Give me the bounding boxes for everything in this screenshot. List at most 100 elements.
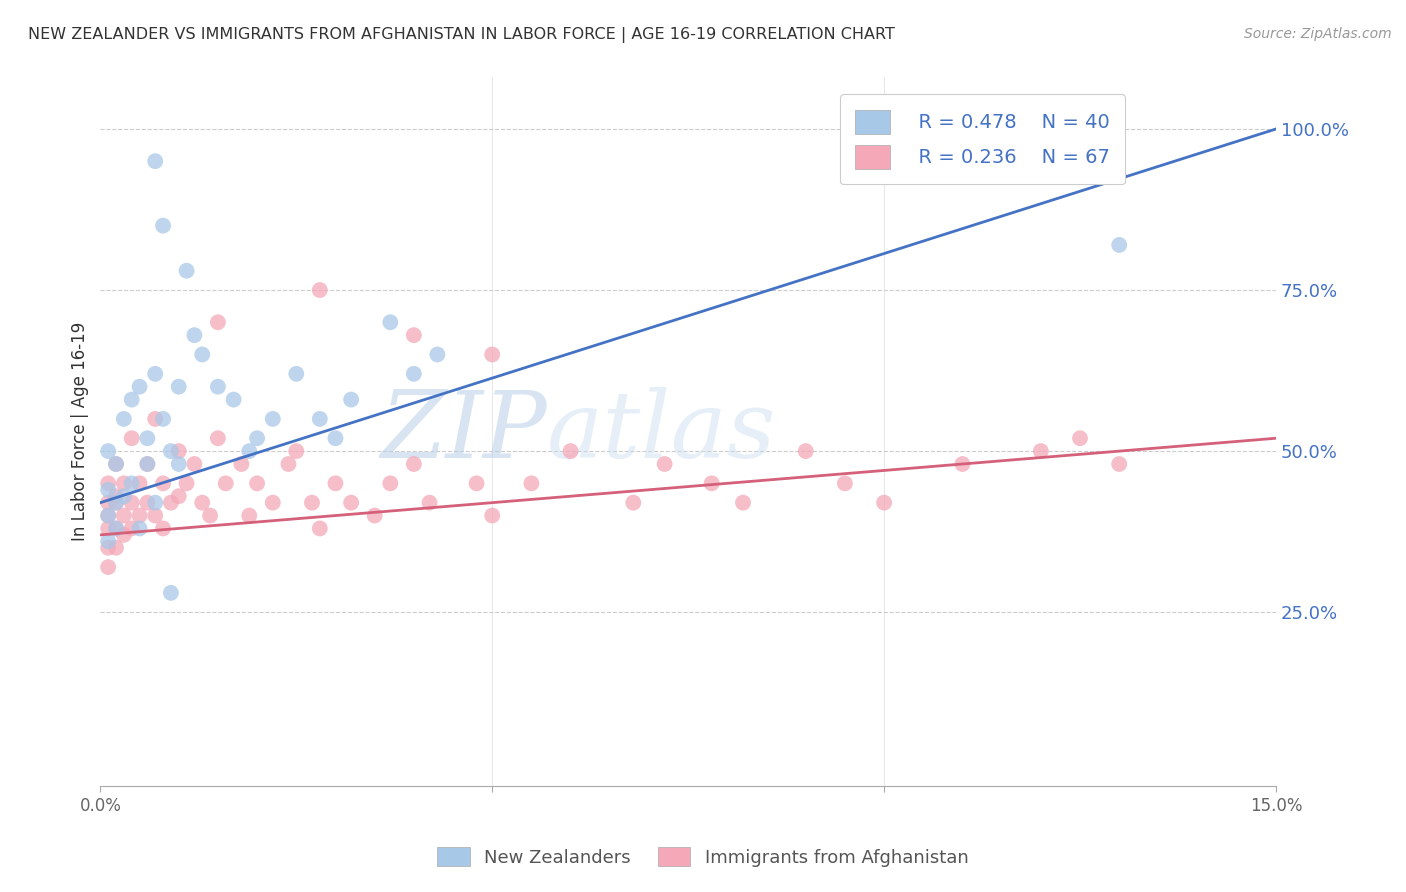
Point — [97, 444, 120, 458]
Point — [160, 496, 183, 510]
Point — [97, 560, 120, 574]
Point — [215, 476, 238, 491]
Legend: New Zealanders, Immigrants from Afghanistan: New Zealanders, Immigrants from Afghanis… — [430, 840, 976, 874]
Point — [97, 508, 120, 523]
Point — [152, 219, 174, 233]
Point — [136, 457, 159, 471]
Point — [308, 412, 330, 426]
Point — [1108, 457, 1130, 471]
Point — [121, 521, 143, 535]
Point — [794, 444, 817, 458]
Point — [167, 489, 190, 503]
Text: NEW ZEALANDER VS IMMIGRANTS FROM AFGHANISTAN IN LABOR FORCE | AGE 16-19 CORRELAT: NEW ZEALANDER VS IMMIGRANTS FROM AFGHANI… — [28, 27, 896, 43]
Point — [128, 521, 150, 535]
Point — [112, 528, 135, 542]
Point — [128, 508, 150, 523]
Point — [97, 534, 120, 549]
Point — [262, 496, 284, 510]
Point — [143, 508, 166, 523]
Point — [731, 496, 754, 510]
Y-axis label: In Labor Force | Age 16-19: In Labor Force | Age 16-19 — [72, 322, 89, 541]
Point — [238, 444, 260, 458]
Point — [105, 496, 128, 510]
Point — [380, 315, 402, 329]
Point — [402, 328, 425, 343]
Point — [97, 483, 120, 497]
Point — [97, 508, 120, 523]
Point — [325, 476, 347, 491]
Point — [231, 457, 253, 471]
Point — [246, 431, 269, 445]
Point — [97, 496, 120, 510]
Point — [654, 457, 676, 471]
Point — [112, 489, 135, 503]
Point — [340, 496, 363, 510]
Point — [262, 412, 284, 426]
Point — [520, 476, 543, 491]
Point — [952, 457, 974, 471]
Point — [105, 489, 128, 503]
Point — [160, 444, 183, 458]
Point — [121, 496, 143, 510]
Point — [136, 431, 159, 445]
Point — [97, 521, 120, 535]
Point — [105, 521, 128, 535]
Point — [700, 476, 723, 491]
Point — [176, 264, 198, 278]
Point — [152, 412, 174, 426]
Point — [143, 412, 166, 426]
Point — [191, 347, 214, 361]
Point — [128, 380, 150, 394]
Point — [105, 496, 128, 510]
Point — [363, 508, 385, 523]
Point — [481, 347, 503, 361]
Text: Source: ZipAtlas.com: Source: ZipAtlas.com — [1244, 27, 1392, 41]
Legend:   R = 0.478    N = 40,   R = 0.236    N = 67: R = 0.478 N = 40, R = 0.236 N = 67 — [839, 95, 1125, 185]
Point — [97, 541, 120, 555]
Point — [105, 457, 128, 471]
Point — [834, 476, 856, 491]
Point — [160, 586, 183, 600]
Point — [308, 283, 330, 297]
Point — [152, 476, 174, 491]
Text: atlas: atlas — [547, 387, 776, 477]
Point — [325, 431, 347, 445]
Point — [246, 476, 269, 491]
Point — [402, 367, 425, 381]
Point — [136, 496, 159, 510]
Point — [308, 521, 330, 535]
Point — [105, 541, 128, 555]
Point — [121, 431, 143, 445]
Point — [285, 367, 308, 381]
Point — [238, 508, 260, 523]
Point — [380, 476, 402, 491]
Point — [121, 476, 143, 491]
Point — [143, 496, 166, 510]
Point — [112, 412, 135, 426]
Point — [207, 431, 229, 445]
Point — [1069, 431, 1091, 445]
Point — [301, 496, 323, 510]
Point — [481, 508, 503, 523]
Point — [198, 508, 221, 523]
Point — [167, 457, 190, 471]
Point — [1108, 238, 1130, 252]
Point — [167, 380, 190, 394]
Point — [167, 444, 190, 458]
Point — [121, 392, 143, 407]
Point — [1029, 444, 1052, 458]
Point — [136, 457, 159, 471]
Point — [418, 496, 440, 510]
Point — [152, 521, 174, 535]
Point — [105, 521, 128, 535]
Point — [207, 380, 229, 394]
Point — [128, 476, 150, 491]
Point — [143, 367, 166, 381]
Point — [873, 496, 896, 510]
Point — [112, 476, 135, 491]
Point — [222, 392, 245, 407]
Point — [207, 315, 229, 329]
Point — [621, 496, 644, 510]
Text: ZIP: ZIP — [381, 387, 547, 477]
Point — [183, 328, 205, 343]
